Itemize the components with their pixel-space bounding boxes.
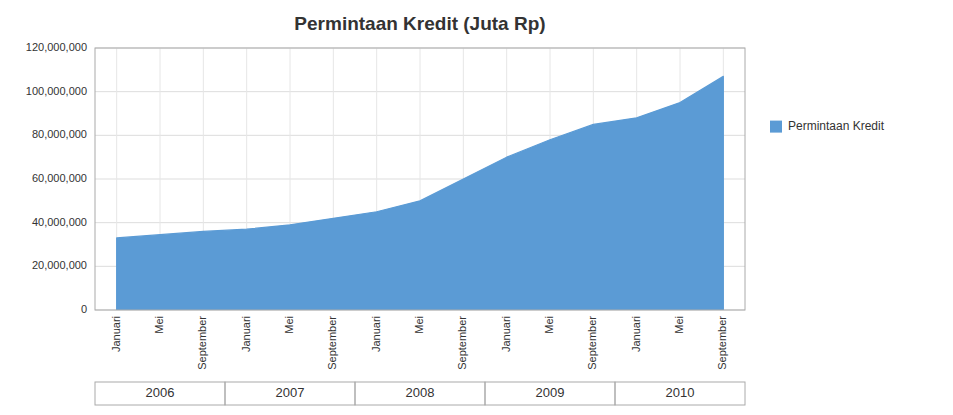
x-tick-label: Januari — [240, 316, 252, 352]
legend: Permintaan Kredit — [770, 119, 885, 133]
group-box — [355, 382, 485, 405]
x-tick-label: September — [456, 316, 468, 370]
group-box — [95, 382, 225, 405]
x-tick-label: Januari — [110, 316, 122, 352]
chart-container: Permintaan Kredit (Juta Rp) 0 20,000,000 40… — [0, 0, 953, 415]
y-tick-label: 120,000,000 — [26, 41, 87, 53]
x-tick-label: Mei — [543, 316, 555, 334]
chart-svg: Permintaan Kredit (Juta Rp) 0 20,000,000 40… — [0, 0, 953, 415]
x-tick-label: Mei — [283, 316, 295, 334]
x-tick-label: September — [586, 316, 598, 370]
group-box — [485, 382, 615, 405]
x-tick-label: Januari — [370, 316, 382, 352]
group-label: 2006 — [146, 385, 175, 400]
grid — [95, 48, 745, 310]
y-tick-label: 20,000,000 — [32, 259, 87, 271]
x-tick-label: September — [326, 316, 338, 370]
chart-title: Permintaan Kredit (Juta Rp) — [294, 13, 545, 34]
group-box — [615, 382, 745, 405]
x-tick-label: Mei — [153, 316, 165, 334]
y-tick-label: 60,000,000 — [32, 172, 87, 184]
x-tick-label: September — [716, 316, 728, 370]
area — [117, 76, 724, 310]
group-box — [225, 382, 355, 405]
x-tick-label: Mei — [673, 316, 685, 334]
y-tick-label: 0 — [81, 303, 87, 315]
group-label: 2010 — [666, 385, 695, 400]
y-tick-label: 80,000,000 — [32, 128, 87, 140]
legend-label: Permintaan Kredit — [788, 119, 885, 133]
x-tick-label: September — [196, 316, 208, 370]
y-tick-label: 40,000,000 — [32, 216, 87, 228]
group-label: 2008 — [406, 385, 435, 400]
plot-area — [117, 76, 724, 310]
x-axis: Januari Mei September Januari Mei September Ja… — [110, 316, 729, 370]
group-label: 2009 — [536, 385, 565, 400]
x-tick-label: Januari — [630, 316, 642, 352]
group-label: 2007 — [276, 385, 305, 400]
category-groups: 2006 2007 2008 2009 2010 — [95, 382, 745, 405]
x-tick-label: Mei — [413, 316, 425, 334]
legend-swatch — [770, 121, 782, 133]
y-axis: 0 20,000,000 40,000,000 60,000,000 80,000,00… — [26, 41, 87, 315]
y-tick-label: 100,000,000 — [26, 85, 87, 97]
x-tick-label: Januari — [500, 316, 512, 352]
plot-frame — [95, 48, 745, 310]
